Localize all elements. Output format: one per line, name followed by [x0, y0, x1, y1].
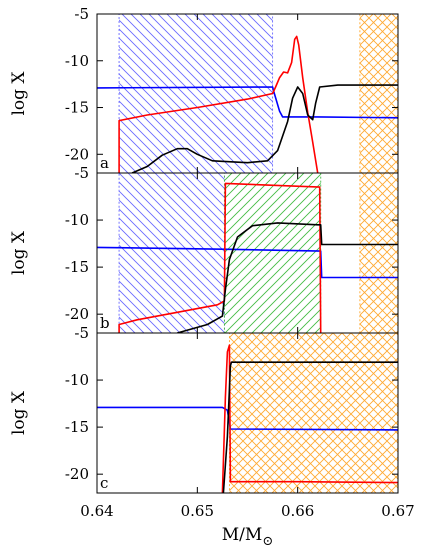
series-line-ff0000: [221, 344, 398, 493]
panel-frame: [96, 332, 399, 494]
hatched-region: [119, 14, 273, 173]
series-line-ff0000: [118, 35, 319, 173]
hatched-region: [119, 173, 225, 333]
y-tick-label: -15: [65, 418, 89, 436]
x-tick-label: 0.66: [281, 502, 314, 520]
y-axis-label: log X: [9, 390, 29, 435]
panel-tag: c: [100, 474, 108, 492]
y-tick-label: -15: [65, 258, 89, 276]
y-tick-label: -5: [74, 164, 89, 182]
hatched-region: [359, 173, 398, 333]
panel-a: -5 -10 -15 -20 log X a: [9, 5, 399, 174]
y-tick-label: -20: [65, 145, 89, 163]
y-tick-label: -15: [65, 99, 89, 117]
hatched-region: [229, 333, 398, 493]
y-tick-label: -10: [65, 371, 89, 389]
series-line-000000: [131, 84, 398, 173]
hatched-region: [359, 14, 398, 173]
x-tick-label: 0.64: [80, 502, 113, 520]
series-line-0000ff: [97, 406, 398, 431]
y-tick-label: -10: [65, 211, 89, 229]
panel-c: -5 -10 -15 -20 log X c: [9, 324, 399, 494]
hatched-region-border: [359, 173, 398, 333]
x-tick-label: 0.65: [181, 502, 214, 520]
y-axis-label: log X: [9, 230, 29, 275]
series-line-000000: [177, 222, 398, 333]
panel-b: -5 -10 -15 -20 log X b: [9, 164, 399, 334]
x-axis: 0.64 0.65 0.66 0.67 M/M⊙: [80, 502, 414, 549]
x-tick-label: 0.67: [381, 502, 414, 520]
y-axis-label: log X: [9, 71, 29, 116]
series-line-000000: [222, 361, 398, 493]
x-axis-label-subscript: ⊙: [262, 534, 273, 549]
hatched-region: [224, 173, 321, 333]
y-tick-label: -10: [65, 52, 89, 70]
x-axis-label: M/M⊙: [222, 525, 273, 549]
panel-tag: a: [100, 154, 109, 172]
series-line-ff0000: [118, 182, 322, 333]
panel-tag: b: [100, 314, 110, 332]
y-tick-label: -5: [74, 324, 89, 342]
y-tick-label: -20: [65, 305, 89, 323]
y-tick-label: -5: [74, 5, 89, 23]
y-tick-label: -20: [65, 465, 89, 483]
